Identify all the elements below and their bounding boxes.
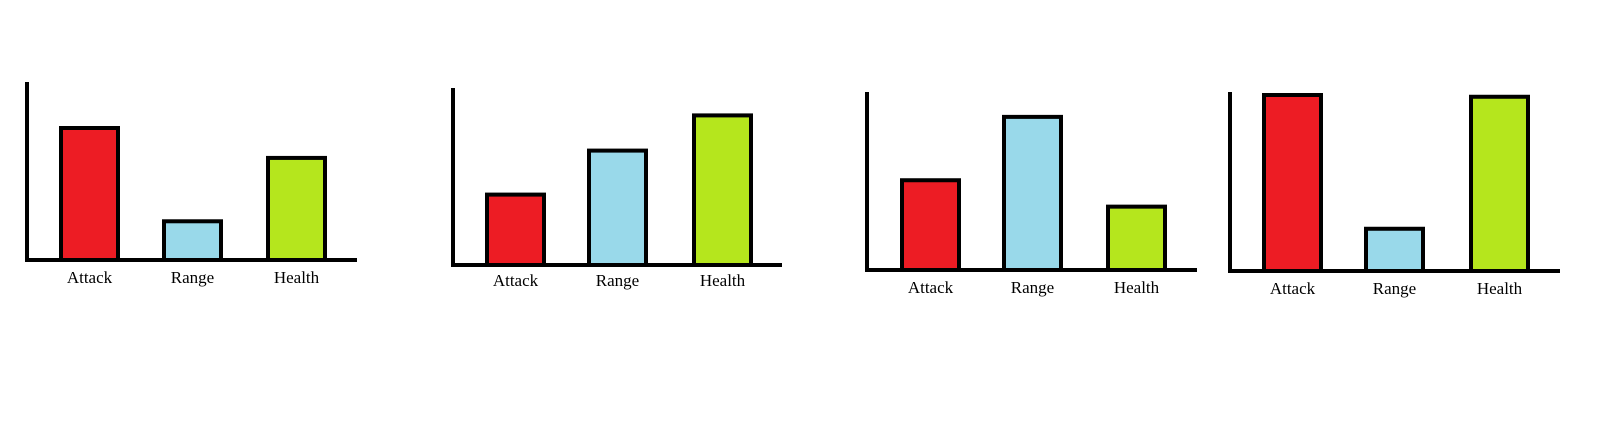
tick-label-health: Health [700,271,746,290]
tick-label-attack: Attack [908,278,954,297]
tick-label-health: Health [1477,279,1523,298]
bar-attack [485,192,546,268]
bar-range [162,219,223,262]
tick-label-health: Health [1114,278,1160,297]
bar-range [1364,226,1425,273]
tick-label-range: Range [1011,278,1054,297]
bar-health [692,113,753,268]
bar-attack [59,126,120,262]
tick-label-attack: Attack [493,271,539,290]
tick-label-range: Range [171,268,214,287]
tick-label-range: Range [596,271,639,290]
tick-label-range: Range [1373,279,1416,298]
bar-health [1106,204,1167,272]
tick-label-attack: Attack [67,268,113,287]
bar-chart-2: Attack Range Health [451,88,782,290]
tick-label-attack: Attack [1270,279,1316,298]
bar-range [1002,114,1063,272]
bar-attack [900,178,961,273]
bar-health [1469,94,1530,274]
bar-chart-1: Attack Range Health [25,82,357,287]
bar-range [587,148,648,268]
bar-chart-4: Attack Range Health [1228,92,1560,298]
bar-chart-3: Attack Range Health [865,92,1197,297]
bar-attack [1262,93,1323,273]
bar-health [266,155,327,262]
tick-label-health: Health [274,268,320,287]
